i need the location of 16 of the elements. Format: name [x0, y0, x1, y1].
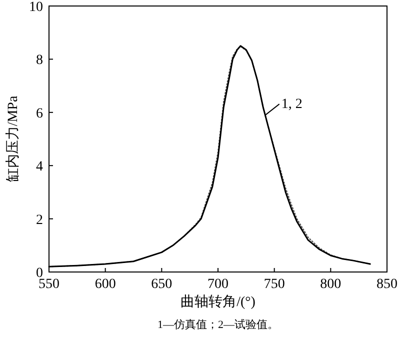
y-tick-label: 2: [36, 212, 43, 228]
annotation: 1, 2: [281, 97, 302, 112]
x-tick-label: 550: [38, 277, 60, 292]
text: 1—仿真值；2—试验值。: [158, 318, 278, 331]
y-tick-label: 6: [36, 106, 43, 122]
y-axis-title: 缸内压力/MPa: [5, 95, 21, 182]
y-tick-label: 4: [36, 160, 43, 175]
x-tick-label: 700: [208, 277, 228, 292]
x-tick-label: 600: [94, 277, 116, 292]
x-tick-label: 750: [264, 277, 285, 292]
x-tick-label: 850: [376, 277, 398, 292]
y-tick-label: 10: [29, 0, 43, 15]
x-tick-label: 800: [320, 277, 342, 292]
x-axis-title: 曲轴转角/(°): [180, 294, 256, 310]
x-tick-label: 650: [151, 277, 172, 292]
y-tick-label: 8: [36, 53, 43, 68]
